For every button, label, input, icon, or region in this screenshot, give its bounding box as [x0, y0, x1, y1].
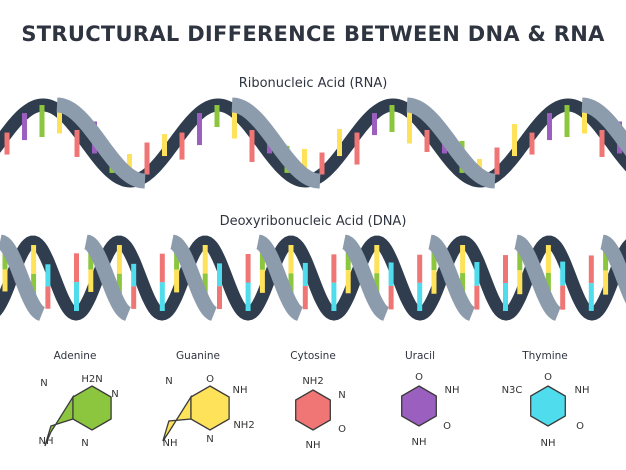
rna-front-strand	[231, 97, 321, 189]
atom-label: O	[338, 424, 346, 435]
atom-label: NH	[445, 385, 460, 396]
cytosine-label: Cytosine	[290, 350, 336, 362]
dna-heading: Deoxyribonucleic Acid (DNA)	[219, 214, 407, 229]
atom-label: NH	[39, 436, 54, 447]
atom-label: N	[81, 438, 88, 449]
guanine-ring	[190, 385, 230, 431]
atom-label: NH	[306, 440, 321, 451]
atom-label: NH	[541, 438, 556, 449]
thymine-label: Thymine	[522, 350, 568, 362]
adenine-pentagon	[44, 394, 74, 447]
atom-label: N	[338, 390, 345, 401]
atom-label: N	[206, 434, 213, 445]
adenine-label: Adenine	[53, 350, 97, 362]
thymine-ring	[530, 385, 566, 427]
atom-label: O	[544, 372, 552, 383]
rna-front-strand	[406, 97, 496, 189]
atom-label: NH	[412, 437, 427, 448]
guanine-label: Guanine	[176, 350, 220, 362]
atom-label: H2N	[81, 374, 102, 385]
uracil-label: Uracil	[404, 350, 436, 362]
dna-front-strand	[514, 234, 561, 321]
rna-front-strand	[56, 97, 146, 189]
atom-label: O	[415, 372, 423, 383]
atom-label: N	[111, 389, 118, 400]
rna-front-strand	[581, 97, 626, 157]
dna-front-strand	[0, 234, 45, 321]
atom-label: O	[576, 421, 584, 432]
guanine-pentagon	[162, 394, 192, 442]
dna-front-strand	[256, 234, 303, 321]
cytosine-ring	[295, 389, 331, 431]
atom-label: O	[206, 374, 214, 385]
dna-front-strand	[428, 234, 475, 321]
atom-label: NH	[575, 385, 590, 396]
dna-front-strand	[170, 234, 217, 321]
atom-label: NH2	[302, 376, 323, 387]
atom-label: N3C	[502, 385, 523, 396]
atom-label: NH2	[233, 420, 254, 431]
atom-label: O	[443, 421, 451, 432]
atom-label: NH	[163, 438, 178, 449]
page-title: STRUCTURAL DIFFERENCE BETWEEN DNA & RNA	[21, 22, 605, 46]
dna-front-strand	[84, 234, 131, 321]
rna-heading: Ribonucleic Acid (RNA)	[238, 76, 388, 91]
uracil-ring	[401, 385, 437, 427]
adenine-ring	[72, 385, 112, 431]
atom-label: N	[40, 378, 47, 389]
atom-label: N	[165, 376, 172, 387]
atom-label: NH	[233, 385, 248, 396]
dna-front-strand	[600, 234, 626, 304]
dna-front-strand	[342, 234, 389, 321]
